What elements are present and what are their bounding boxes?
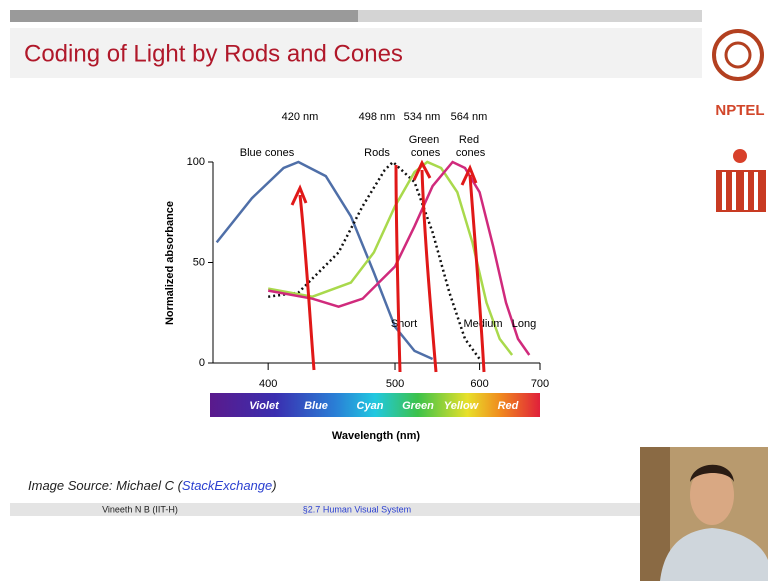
series-label-line: Red — [459, 134, 479, 146]
nptel-logo: NPTEL — [714, 31, 765, 119]
progress-bar — [10, 10, 358, 22]
x-axis-label: Wavelength (nm) — [332, 430, 421, 442]
hand-annotations — [292, 163, 484, 372]
y-tick-label: 50 — [193, 256, 205, 268]
series-label-line: cones — [408, 147, 441, 159]
range-label: Long — [512, 318, 536, 330]
spectrum-label: Violet — [249, 400, 280, 412]
image-source: Image Source: Michael C (StackExchange) — [28, 478, 277, 493]
series-label: Rods — [364, 147, 390, 159]
source-prefix: Image Source: Michael C ( — [28, 478, 184, 493]
spectrum-label: Blue — [304, 400, 328, 412]
spectrum-label: Yellow — [444, 400, 480, 412]
slide: Coding of Light by Rods and Cones NPTEL … — [0, 0, 768, 581]
peak-label: 420 nm — [282, 111, 319, 123]
y-axis-label: Normalized absorbance — [164, 201, 176, 325]
progress-track — [358, 10, 702, 22]
x-tick-label: 700 — [531, 378, 549, 390]
peak-label: 534 nm — [404, 111, 441, 123]
speaker-video — [640, 447, 768, 581]
series-label-line: Green — [409, 134, 440, 146]
y-tick-label: 100 — [187, 156, 205, 168]
source-link[interactable]: StackExchange — [182, 478, 272, 493]
series-label-line: cones — [453, 147, 486, 159]
peak-label: 498 nm — [359, 111, 396, 123]
range-label: Short — [391, 318, 417, 330]
iit-logo — [716, 149, 766, 212]
spectrum-label: Cyan — [357, 400, 384, 412]
series-label: Green cones — [408, 134, 441, 159]
series-label: Red cones — [453, 134, 486, 159]
logo-text: NPTEL — [715, 102, 764, 119]
x-tick-label: 400 — [259, 378, 277, 390]
y-tick-label: 0 — [199, 357, 205, 369]
spectrum-label: Green — [402, 400, 434, 412]
x-tick-label: 600 — [470, 378, 488, 390]
spectrum-label: Red — [498, 400, 519, 412]
footer-section: §2.7 Human Visual System — [303, 504, 411, 514]
series-label: Blue cones — [240, 147, 295, 159]
range-label: Medium — [463, 318, 502, 330]
footer-author: Vineeth N B (IIT-H) — [102, 504, 178, 514]
x-tick-label: 500 — [386, 378, 404, 390]
peak-label: 564 nm — [451, 111, 488, 123]
slide-title: Coding of Light by Rods and Cones — [24, 40, 403, 67]
